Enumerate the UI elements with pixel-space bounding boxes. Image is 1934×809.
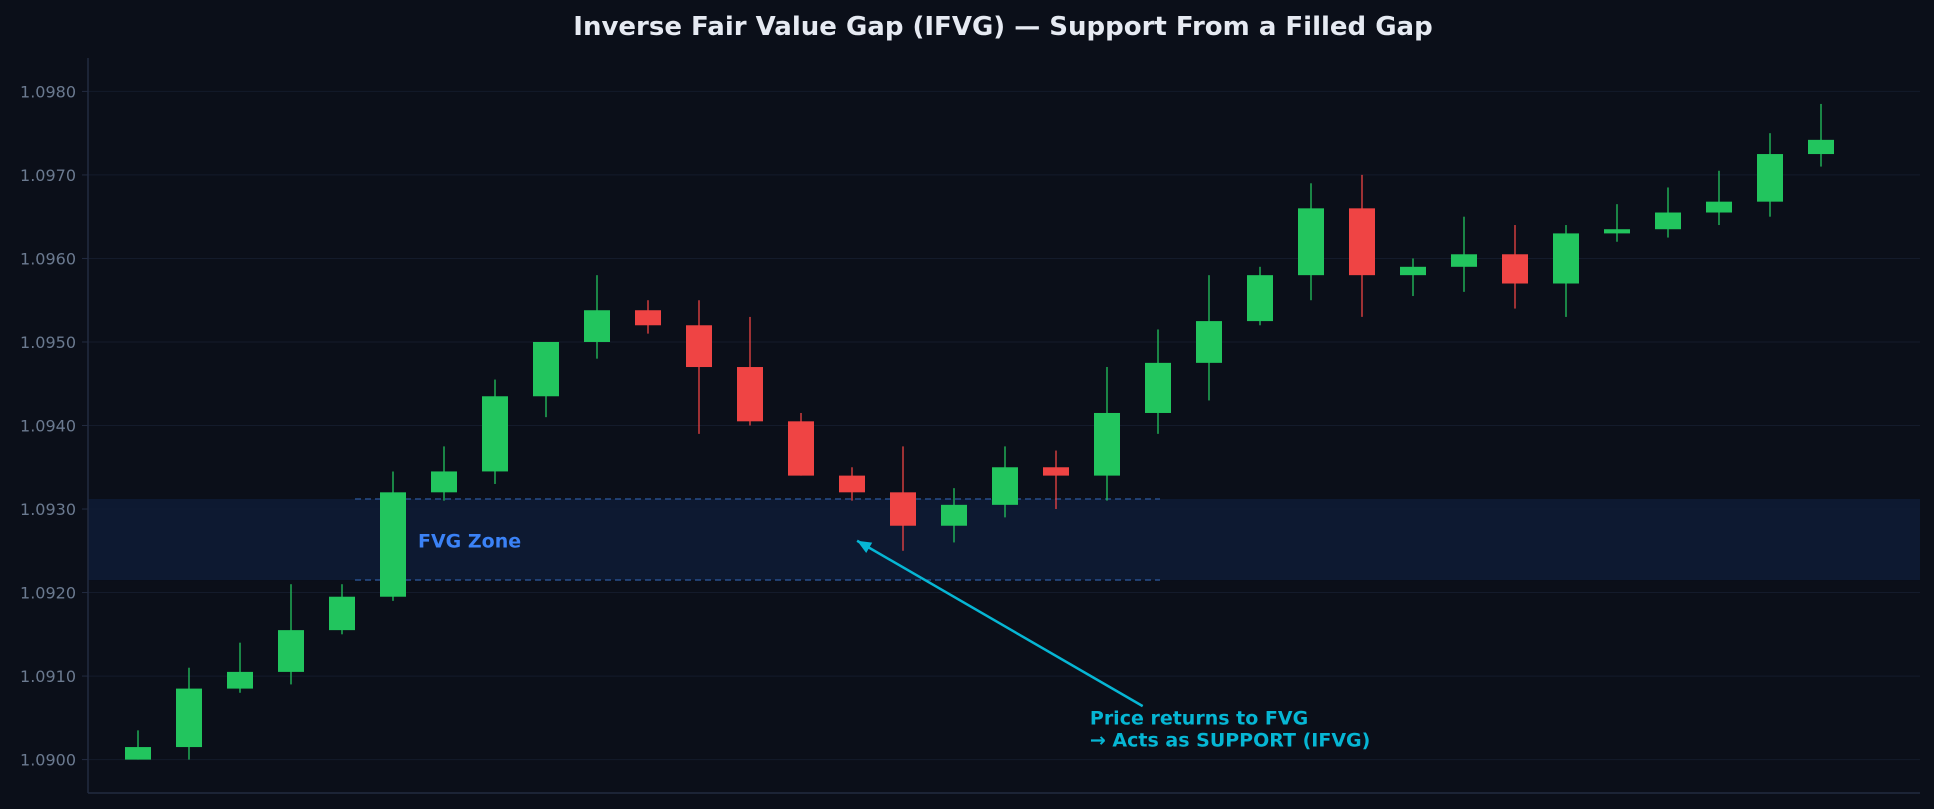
candle-body [1094, 412, 1120, 476]
candle [788, 412, 814, 476]
annotation-layer: Price returns to FVG→ Acts as SUPPORT (I… [856, 539, 1370, 752]
candle-body [380, 492, 406, 597]
candle-body [1298, 208, 1324, 276]
candle [635, 300, 661, 334]
candle [1757, 133, 1783, 217]
candle [431, 446, 457, 501]
annotation-text-line: Price returns to FVG [1090, 708, 1308, 730]
candle-body [992, 467, 1018, 505]
candle [1196, 275, 1222, 401]
candle-body [1145, 362, 1171, 413]
candle [380, 471, 406, 601]
candle-body [1655, 212, 1681, 230]
candle-body [1757, 154, 1783, 202]
candle [533, 341, 559, 418]
candle-body [788, 421, 814, 476]
candle-body [1043, 467, 1069, 476]
candle-body [1451, 254, 1477, 267]
fvg-zone-band [88, 499, 1920, 581]
candle-body [1808, 139, 1834, 155]
candle [1808, 103, 1834, 167]
candle-body [1604, 229, 1630, 234]
candle-body [686, 325, 712, 368]
candle [941, 488, 967, 543]
candle [125, 730, 151, 760]
candle [1094, 367, 1120, 501]
candle [1451, 216, 1477, 292]
candle [890, 446, 916, 551]
y-tick-label: 1.0980 [20, 82, 76, 101]
candle-body [482, 396, 508, 472]
candle-body [1247, 275, 1273, 322]
candle-body [329, 596, 355, 631]
candle-body [125, 747, 151, 760]
candle [1502, 225, 1528, 309]
candle-body [737, 367, 763, 422]
candle [992, 446, 1018, 518]
candle-body [941, 504, 967, 526]
candle [1553, 225, 1579, 317]
candle-body [890, 492, 916, 526]
candle [686, 300, 712, 434]
chart-title: Inverse Fair Value Gap (IFVG) — Support … [573, 12, 1432, 42]
annotation-arrow-head [857, 540, 873, 553]
axis-layer: 1.0900 1.0910 1.0920 1.0930 1.0940 1.0950 1.09… [20, 58, 1920, 794]
candle-body [1502, 254, 1528, 284]
candle [227, 642, 253, 693]
y-tick-label: 1.0910 [20, 667, 76, 686]
y-tick-label: 1.0950 [20, 333, 76, 352]
y-tick-label: 1.0960 [20, 249, 76, 268]
candle-body [278, 630, 304, 672]
candle [482, 379, 508, 484]
candle-body [533, 341, 559, 397]
y-tick-label: 1.0940 [20, 417, 76, 436]
candle [1604, 204, 1630, 242]
candle [1655, 187, 1681, 238]
candle-body [1400, 266, 1426, 276]
candle-body [584, 310, 610, 342]
candle [1043, 450, 1069, 510]
candle-body [1349, 208, 1375, 276]
candle [278, 584, 304, 685]
y-tick-label: 1.0920 [20, 584, 76, 603]
annotation-arrow-line [856, 539, 1144, 708]
fvg-zone-label: FVG Zone [418, 531, 521, 553]
candle-body [431, 471, 457, 493]
candle [839, 467, 865, 501]
annotation-text-line: → Acts as SUPPORT (IFVG) [1090, 730, 1370, 752]
candle [1349, 174, 1375, 317]
candle [1247, 266, 1273, 326]
candle-body [227, 671, 253, 689]
candle-body [176, 688, 202, 748]
fvg-zone-layer: FVG Zone [88, 498, 1920, 581]
candles-layer [125, 103, 1834, 760]
candle-body [839, 475, 865, 493]
y-tick-label: 1.0970 [20, 166, 76, 185]
y-tick-label: 1.0900 [20, 751, 76, 770]
candle [584, 275, 610, 359]
candle-body [1553, 233, 1579, 284]
candle [737, 316, 763, 426]
candle [1298, 183, 1324, 301]
candle [1706, 170, 1732, 226]
candle [329, 584, 355, 635]
candle [1145, 329, 1171, 434]
candle [176, 667, 202, 760]
candle-body [635, 310, 661, 326]
candle [1400, 258, 1426, 297]
y-tick-label: 1.0930 [20, 500, 76, 519]
candle-body [1196, 321, 1222, 363]
candle-body [1706, 201, 1732, 213]
